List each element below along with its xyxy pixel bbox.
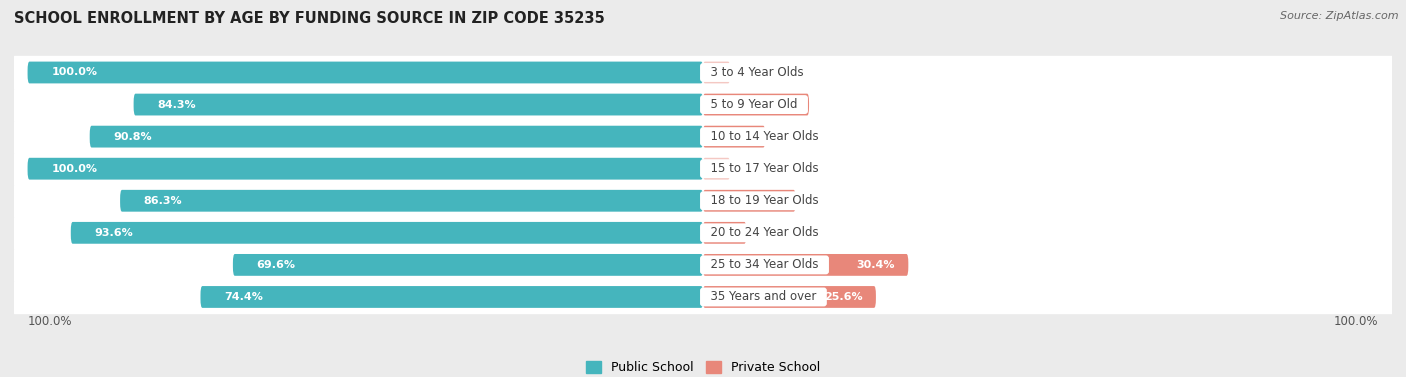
Text: 100.0%: 100.0%: [51, 67, 97, 78]
Text: 15 to 17 Year Olds: 15 to 17 Year Olds: [703, 162, 827, 175]
Text: 5 to 9 Year Old: 5 to 9 Year Old: [703, 98, 806, 111]
Text: 3 to 4 Year Olds: 3 to 4 Year Olds: [703, 66, 811, 79]
FancyBboxPatch shape: [120, 190, 703, 211]
FancyBboxPatch shape: [703, 158, 730, 179]
FancyBboxPatch shape: [28, 61, 703, 83]
Text: 100.0%: 100.0%: [51, 164, 97, 174]
Bar: [14, 281, 1392, 313]
Text: 18 to 19 Year Olds: 18 to 19 Year Olds: [703, 194, 827, 207]
FancyBboxPatch shape: [703, 93, 808, 115]
FancyBboxPatch shape: [90, 126, 703, 147]
Text: SCHOOL ENROLLMENT BY AGE BY FUNDING SOURCE IN ZIP CODE 35235: SCHOOL ENROLLMENT BY AGE BY FUNDING SOUR…: [14, 11, 605, 26]
Text: Source: ZipAtlas.com: Source: ZipAtlas.com: [1281, 11, 1399, 21]
Text: 0.0%: 0.0%: [744, 164, 775, 174]
Bar: [14, 217, 1392, 249]
Text: 20 to 24 Year Olds: 20 to 24 Year Olds: [703, 226, 827, 239]
Bar: [14, 185, 1392, 217]
FancyBboxPatch shape: [703, 222, 747, 244]
Text: 6.4%: 6.4%: [759, 228, 790, 238]
Text: 100.0%: 100.0%: [28, 316, 72, 328]
Text: 69.6%: 69.6%: [256, 260, 295, 270]
FancyBboxPatch shape: [703, 190, 796, 211]
Text: 35 Years and over: 35 Years and over: [703, 290, 824, 303]
Legend: Public School, Private School: Public School, Private School: [581, 356, 825, 377]
Text: 86.3%: 86.3%: [143, 196, 183, 206]
Text: 25 to 34 Year Olds: 25 to 34 Year Olds: [703, 258, 825, 271]
Text: 93.6%: 93.6%: [94, 228, 134, 238]
Text: 100.0%: 100.0%: [1334, 316, 1378, 328]
Text: 90.8%: 90.8%: [114, 132, 152, 142]
Text: 9.2%: 9.2%: [721, 132, 752, 142]
FancyBboxPatch shape: [134, 93, 703, 115]
Text: 25.6%: 25.6%: [824, 292, 862, 302]
FancyBboxPatch shape: [703, 286, 876, 308]
Text: 0.0%: 0.0%: [744, 67, 775, 78]
Bar: [14, 57, 1392, 89]
FancyBboxPatch shape: [201, 286, 703, 308]
FancyBboxPatch shape: [233, 254, 703, 276]
FancyBboxPatch shape: [703, 126, 765, 147]
Text: 10 to 14 Year Olds: 10 to 14 Year Olds: [703, 130, 827, 143]
Text: 15.7%: 15.7%: [756, 100, 796, 110]
Text: 74.4%: 74.4%: [224, 292, 263, 302]
FancyBboxPatch shape: [28, 158, 703, 179]
Text: 84.3%: 84.3%: [157, 100, 195, 110]
FancyBboxPatch shape: [703, 61, 730, 83]
Text: 13.7%: 13.7%: [744, 196, 782, 206]
Text: 30.4%: 30.4%: [856, 260, 894, 270]
Bar: [14, 89, 1392, 121]
FancyBboxPatch shape: [70, 222, 703, 244]
FancyBboxPatch shape: [703, 254, 908, 276]
Bar: [14, 249, 1392, 281]
Bar: [14, 121, 1392, 153]
Bar: [14, 153, 1392, 185]
